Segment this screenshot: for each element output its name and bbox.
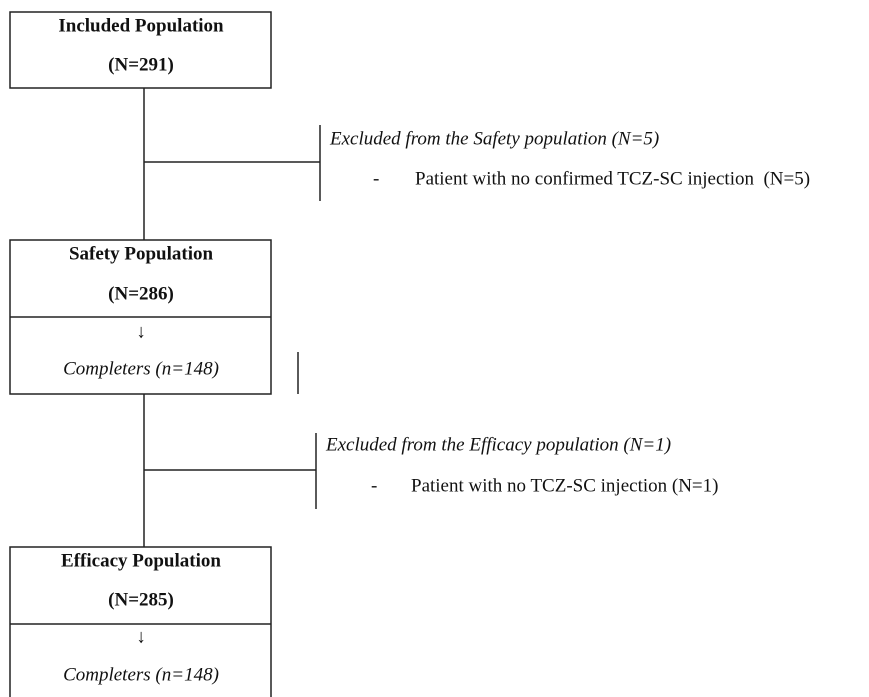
exclusion-item: Patient with no TCZ-SC injection (N=1) — [411, 475, 718, 496]
exclusion-title: Excluded from the Safety population (N=5… — [329, 128, 659, 149]
completers: Completers (n=148) — [63, 664, 219, 685]
box — [9, 546, 272, 697]
box — [9, 11, 272, 89]
box-title: Safety Population — [69, 243, 214, 264]
completers: Completers (n=148) — [63, 358, 219, 379]
box-count: (N=291) — [108, 54, 174, 75]
arrow: ↓ — [136, 626, 146, 647]
box-count: (N=286) — [108, 283, 174, 304]
exclusion-item: Patient with no confirmed TCZ-SC injecti… — [415, 168, 810, 189]
box-count: (N=285) — [108, 589, 174, 610]
box-title: Included Population — [58, 15, 224, 36]
arrow: ↓ — [136, 321, 146, 342]
bullet: - — [373, 168, 379, 189]
exclusion-title: Excluded from the Efficacy population (N… — [325, 434, 671, 455]
box-title: Efficacy Population — [61, 550, 221, 571]
bullet: - — [371, 475, 377, 496]
